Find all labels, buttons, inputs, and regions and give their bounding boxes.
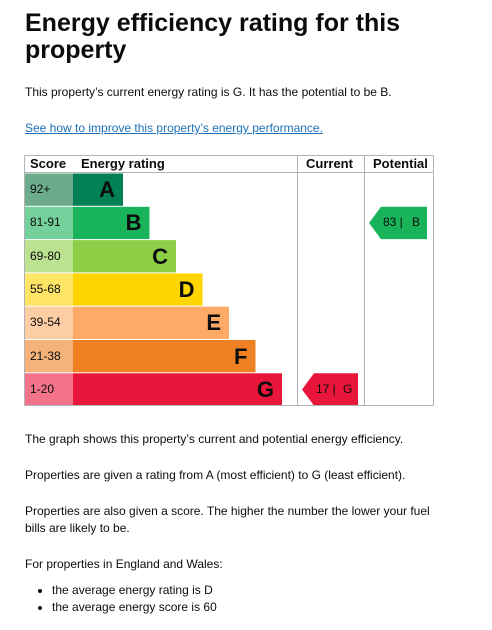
current-rating-arrow [302, 373, 358, 406]
band-letter-b: B [125, 210, 142, 236]
score-cell-f [25, 340, 73, 373]
current-rating-band-label: G [343, 381, 353, 396]
band-letter-g: G [256, 376, 274, 402]
score-label-d: 55-68 [30, 281, 61, 296]
rating-bar-g [73, 373, 282, 406]
band-letter-e: E [206, 310, 221, 336]
header-potential: Potential [373, 156, 428, 171]
average-rating-item: the average energy rating is D [52, 582, 452, 599]
band-letter-f: F [234, 343, 248, 369]
score-cell-g [25, 373, 73, 406]
potential-rating-arrow [369, 206, 427, 240]
score-cell-e [25, 306, 73, 339]
score-cell-d [25, 273, 73, 306]
rating-bar-c [73, 240, 176, 273]
potential-rating-score-label: 83 | [383, 215, 403, 230]
rating-bar-f [73, 340, 256, 373]
averages-list: the average energy rating is D the avera… [25, 582, 452, 616]
score-label-a: 92+ [30, 182, 51, 196]
header-current: Current [306, 156, 353, 171]
header-energy-rating: Energy rating [81, 156, 165, 171]
score-cell-c [25, 240, 73, 273]
rating-description: Properties are given a rating from A (mo… [25, 468, 406, 482]
score-label-e: 39-54 [30, 315, 61, 330]
rating-bar-e [73, 306, 229, 339]
header-score: Score [30, 156, 67, 171]
rating-summary: This property’s current energy rating is… [25, 85, 392, 99]
potential-rating-band-label: B [412, 215, 421, 230]
average-score-item: the average energy score is 60 [52, 599, 452, 616]
improve-performance-link[interactable]: See how to improve this property’s energ… [25, 121, 323, 135]
score-label-f: 21-38 [30, 348, 61, 363]
score-label-c: 69-80 [30, 248, 61, 263]
energy-rating-graphic [24, 155, 434, 406]
page-title: Energy efficiency rating for this proper… [25, 9, 401, 64]
score-description: Properties are also given a score. The h… [25, 504, 430, 535]
current-rating-score-label: 17 | [316, 381, 336, 396]
energy-rating-chart: Score Energy rating Current Potential 92… [24, 155, 434, 406]
rating-bar-b [73, 206, 150, 240]
rating-bar-d [73, 273, 203, 306]
band-letter-a: A [99, 177, 115, 202]
rating-bar-a [73, 173, 123, 206]
score-label-b: 81-91 [30, 215, 61, 230]
england-wales-intro: For properties in England and Wales: [25, 557, 223, 571]
graph-description: The graph shows this property’s current … [25, 432, 404, 446]
band-letter-c: C [152, 243, 168, 269]
score-cell-a [25, 173, 73, 206]
score-label-g: 1-20 [30, 381, 55, 396]
band-letter-d: D [178, 276, 195, 302]
score-cell-b [25, 206, 73, 240]
